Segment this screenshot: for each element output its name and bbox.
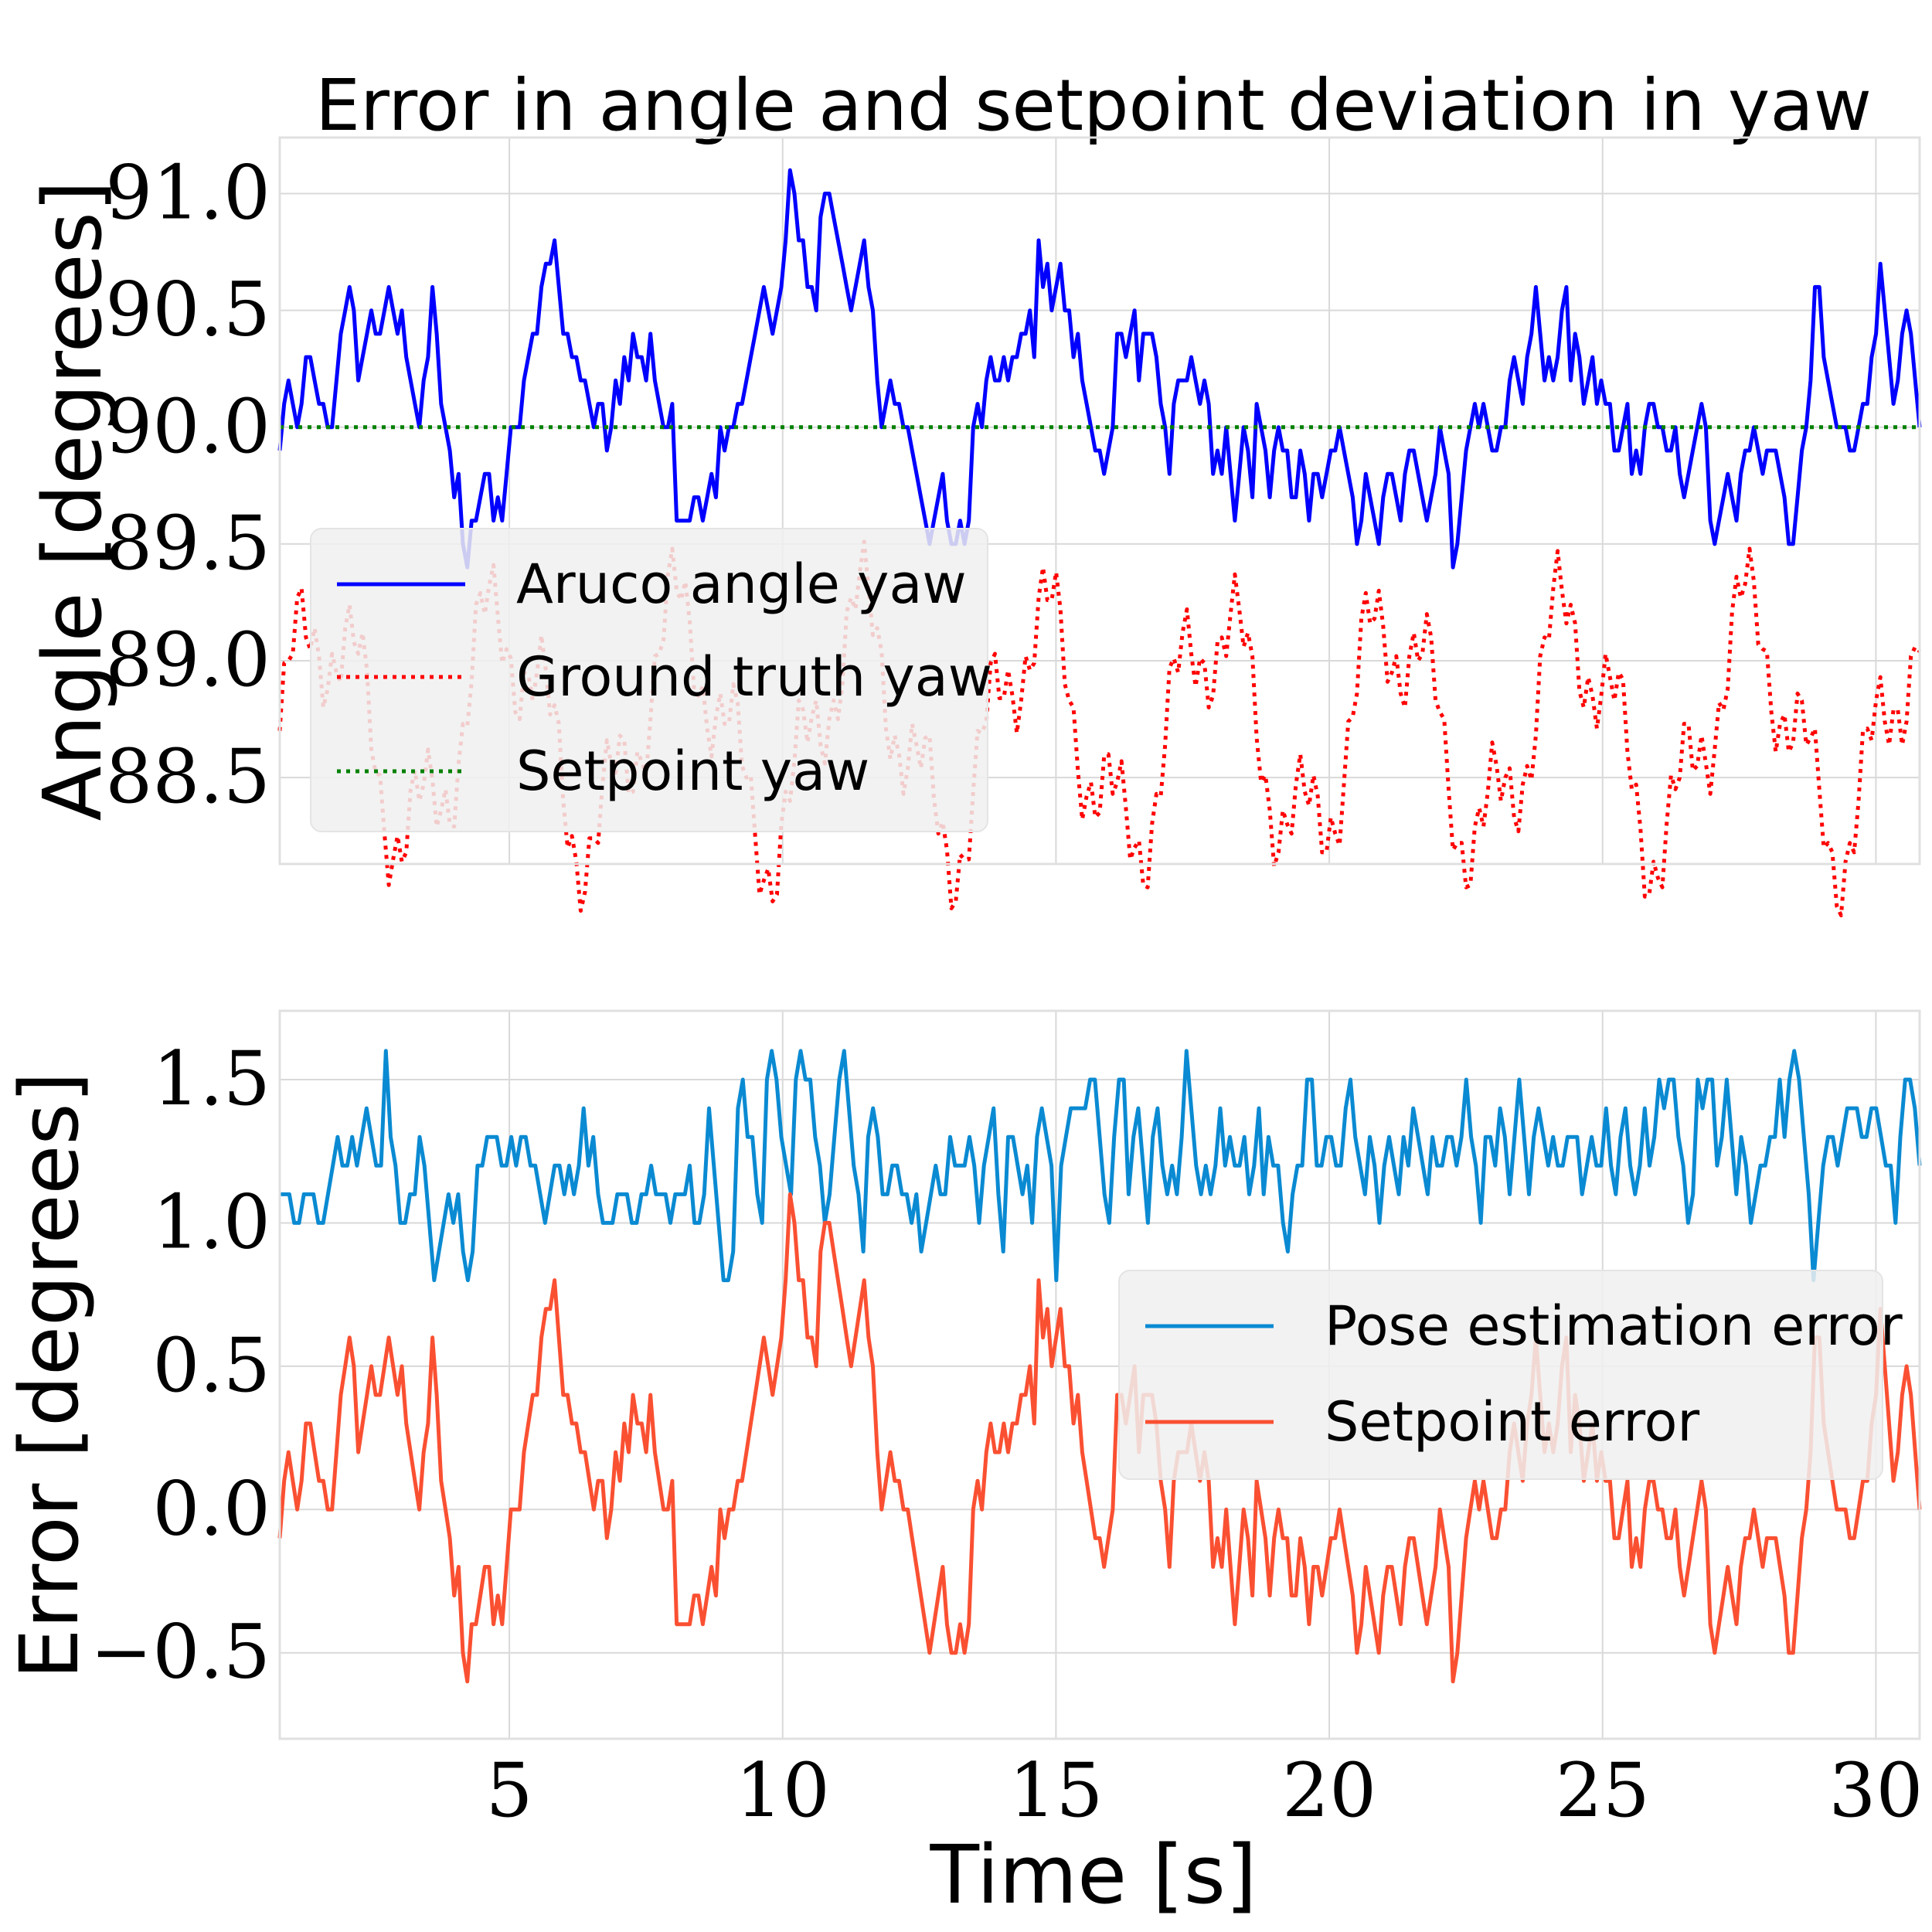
xtick-label: 25 xyxy=(1556,1747,1650,1834)
figure-title: Error in angle and setpoint deviation in… xyxy=(315,64,1872,147)
x-axis-label: Time [s] xyxy=(930,1828,1257,1922)
ytick-label: 90.0 xyxy=(105,383,270,470)
series-line-0 xyxy=(280,1049,1922,1283)
xtick-label: 20 xyxy=(1282,1747,1376,1834)
xtick-label: 10 xyxy=(736,1747,830,1834)
bottom-ytick-labels: −0.5 0.0 0.5 1.0 1.5 xyxy=(90,1036,270,1696)
top-axes: 88.5 89.0 89.5 90.0 90.5 91.0 Angle [degrees]… xyxy=(26,136,1922,917)
legend-label: Ground truth yaw xyxy=(516,645,992,709)
xtick-label: 5 xyxy=(486,1747,533,1834)
bottom-xtick-labels: 5 10 15 20 25 30 xyxy=(486,1747,1923,1834)
bottom-axes: −0.5 0.0 0.5 1.0 1.5 5 10 15 20 25 30 Error [degr… xyxy=(2,1009,1923,1922)
top-series-lines xyxy=(277,168,1922,917)
ytick-label: 1.0 xyxy=(152,1179,270,1265)
bottom-legend: Pose estimation error Setpoint error xyxy=(1118,1270,1903,1480)
top-ylabel: Angle [degrees] xyxy=(26,181,120,821)
legend-label: Setpoint yaw xyxy=(516,740,869,803)
ytick-label: 91.0 xyxy=(105,150,270,236)
series-line-1 xyxy=(277,539,1921,917)
top-axes-frame xyxy=(278,136,1921,866)
ytick-label: 90.5 xyxy=(105,267,270,353)
top-ytick-labels: 88.5 89.0 89.5 90.0 90.5 91.0 xyxy=(105,150,270,821)
ytick-label: 89.5 xyxy=(105,500,270,587)
ytick-label: 88.5 xyxy=(105,733,270,820)
bottom-ylabel: Error [degrees] xyxy=(2,1072,97,1679)
ytick-label: 0.0 xyxy=(152,1465,270,1552)
ytick-label: −0.5 xyxy=(90,1609,270,1696)
legend-label: Setpoint error xyxy=(1325,1390,1699,1454)
legend-box xyxy=(310,528,988,832)
ytick-label: 0.5 xyxy=(152,1322,270,1409)
legend-label: Aruco angle yaw xyxy=(516,553,967,616)
ytick-label: 89.0 xyxy=(105,617,270,703)
xtick-label: 15 xyxy=(1009,1747,1103,1834)
series-line-0 xyxy=(277,168,1922,570)
bottom-axes-frame xyxy=(278,1009,1921,1740)
legend-box xyxy=(1118,1270,1883,1480)
series-line-1 xyxy=(277,1192,1922,1684)
top-legend: Aruco angle yaw Ground truth yaw Setpoint … xyxy=(310,528,992,832)
legend-label: Pose estimation error xyxy=(1325,1294,1903,1358)
bottom-series-lines xyxy=(277,1049,1922,1684)
ytick-label: 1.5 xyxy=(152,1036,270,1122)
xtick-label: 30 xyxy=(1828,1747,1923,1834)
